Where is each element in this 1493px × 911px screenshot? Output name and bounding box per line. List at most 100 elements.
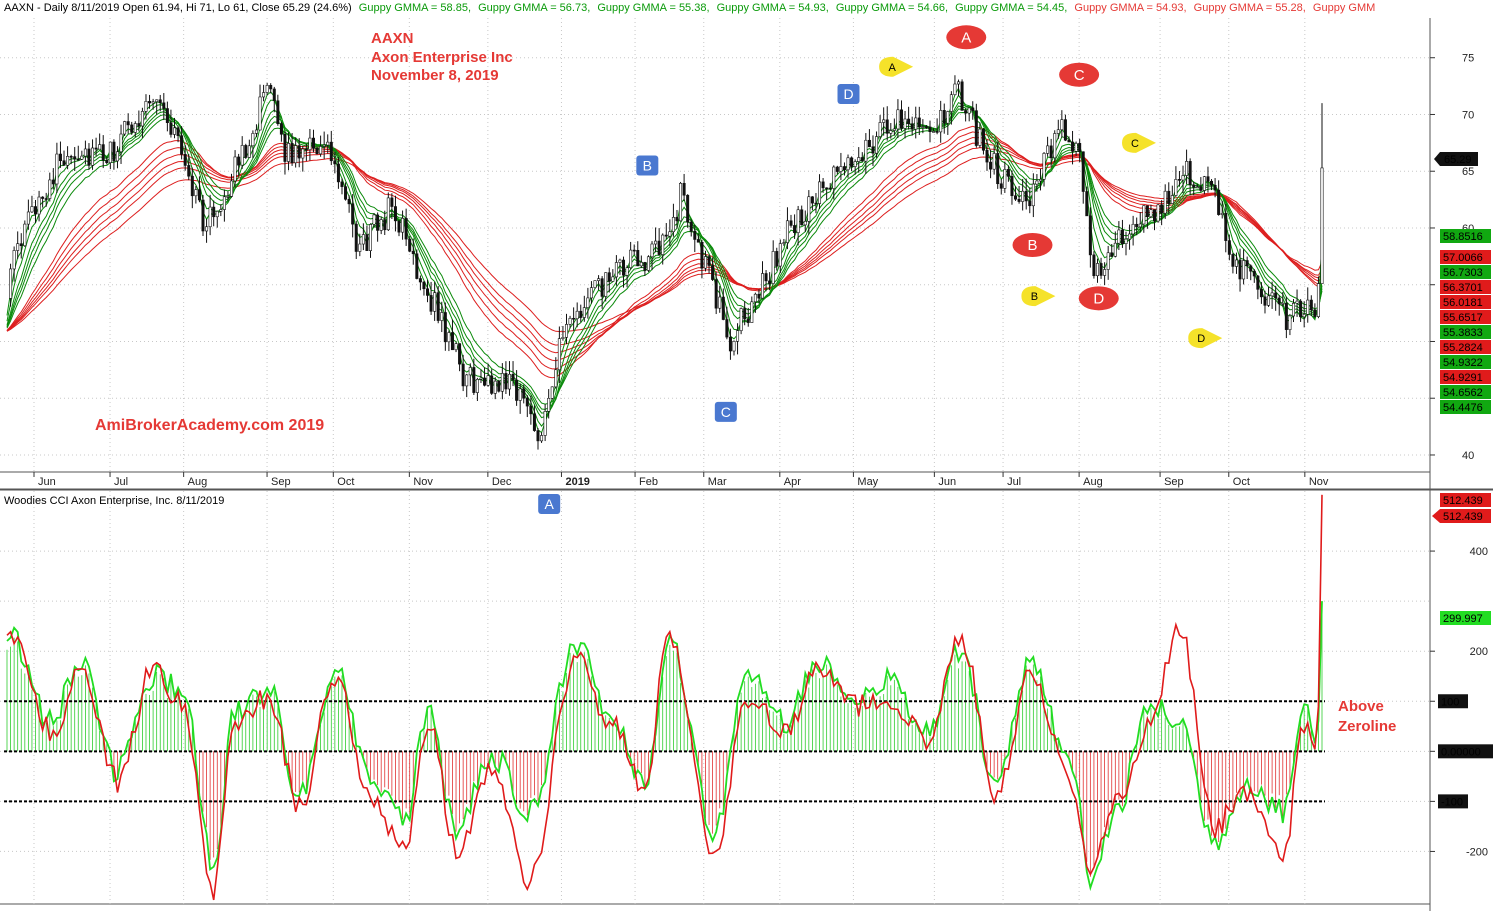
price-badge: 56.3701 xyxy=(1440,280,1491,294)
price-badge-bg xyxy=(1440,250,1491,264)
price-body xyxy=(1302,314,1306,318)
price-body xyxy=(262,92,266,98)
price-body xyxy=(515,379,519,401)
price-body xyxy=(304,148,308,151)
price-body xyxy=(212,206,216,218)
gmma-line xyxy=(6,94,1323,427)
price-body xyxy=(1277,297,1281,305)
price-badge-bg xyxy=(1434,152,1478,166)
price-badge-bg xyxy=(1440,265,1491,279)
wave-marker-blue-c: C xyxy=(714,401,737,422)
price-body xyxy=(411,250,415,255)
price-body xyxy=(1224,212,1228,241)
wave-marker-shape xyxy=(1078,286,1119,311)
cci-tick-label: 200 xyxy=(1470,646,1488,658)
price-body xyxy=(718,296,722,309)
price-body xyxy=(319,146,323,155)
price-body xyxy=(746,318,750,323)
wave-marker-red-b: B xyxy=(1012,233,1053,257)
price-body xyxy=(194,189,198,197)
price-body xyxy=(764,273,768,282)
price-body xyxy=(215,211,219,218)
price-body xyxy=(358,243,362,252)
ticker-line: AAXN - Daily 8/11/2019 Open 61.94, Hi 71… xyxy=(4,2,352,14)
price-body xyxy=(126,121,130,126)
cci-badge-bg xyxy=(1432,509,1491,523)
price-body xyxy=(536,430,540,442)
price-body xyxy=(1056,129,1060,134)
price-body xyxy=(308,137,312,150)
wave-marker-shape xyxy=(1012,233,1053,257)
price-body xyxy=(468,367,472,376)
price-body xyxy=(180,135,184,155)
price-body xyxy=(23,223,27,247)
price-badge-bg xyxy=(1440,370,1491,384)
price-body xyxy=(654,240,658,245)
price-badge-bg xyxy=(1440,295,1491,309)
price-badge-text: 54.9322 xyxy=(1443,357,1483,369)
price-body xyxy=(540,435,544,442)
price-body xyxy=(230,180,234,197)
price-body xyxy=(575,310,579,320)
price-tick-label: 75 xyxy=(1462,53,1474,65)
gmma-entry-6: Guppy GMMA = 54.45, xyxy=(955,2,1067,14)
price-body xyxy=(753,293,757,303)
price-body xyxy=(115,151,119,162)
price-body xyxy=(992,153,996,170)
price-body xyxy=(518,388,522,401)
price-body xyxy=(94,147,98,150)
price-body xyxy=(500,373,504,392)
price-body xyxy=(554,369,558,388)
gmma-entry-7: Guppy GMMA = 54.93, xyxy=(1074,2,1186,14)
price-body xyxy=(208,206,212,228)
price-body xyxy=(1117,229,1121,244)
price-body xyxy=(130,124,134,133)
wave-marker-red-c: C xyxy=(1059,62,1100,87)
price-body xyxy=(1074,143,1078,152)
cci-badge-text: 0.00000 xyxy=(1441,746,1481,758)
price-body xyxy=(361,234,365,245)
price-body xyxy=(1213,184,1217,191)
price-body xyxy=(290,143,294,164)
price-body xyxy=(201,199,205,232)
price-body xyxy=(543,411,547,436)
price-body xyxy=(73,156,77,160)
price-body xyxy=(960,81,964,111)
price-body xyxy=(1316,283,1320,317)
wave-marker-shape xyxy=(879,56,914,77)
cci-badge: 512.439 xyxy=(1432,509,1491,523)
wave-marker-label: A xyxy=(888,62,896,74)
price-body xyxy=(197,189,201,201)
price-body xyxy=(921,126,925,128)
price-body xyxy=(486,375,490,386)
price-body xyxy=(850,157,854,167)
price-body xyxy=(1038,178,1042,182)
price-body xyxy=(433,292,437,312)
price-body xyxy=(818,181,822,204)
price-body xyxy=(101,144,105,161)
price-body xyxy=(1267,295,1271,306)
price-body xyxy=(607,272,611,282)
price-body xyxy=(404,218,408,240)
price-body xyxy=(1103,269,1107,276)
price-body xyxy=(903,118,907,129)
price-body xyxy=(1206,176,1210,182)
x-tick-label: Jun xyxy=(938,476,956,488)
wave-marker-shape xyxy=(538,494,561,514)
price-body xyxy=(443,312,447,343)
price-body xyxy=(311,137,315,149)
price-body xyxy=(237,156,241,166)
wave-marker-shape xyxy=(1121,132,1156,153)
price-body xyxy=(650,243,654,258)
price-body xyxy=(265,85,269,93)
price-body xyxy=(736,330,740,342)
price-tick-label: 65 xyxy=(1462,166,1474,178)
wave-marker-label: D xyxy=(1093,290,1104,307)
price-badge: 55.2824 xyxy=(1440,340,1491,354)
price-body xyxy=(240,145,244,166)
x-tick-label: Oct xyxy=(337,476,354,488)
price-body xyxy=(9,268,13,299)
price-body xyxy=(418,278,422,283)
cci-badge-bg xyxy=(1438,744,1493,759)
price-body xyxy=(529,405,533,415)
